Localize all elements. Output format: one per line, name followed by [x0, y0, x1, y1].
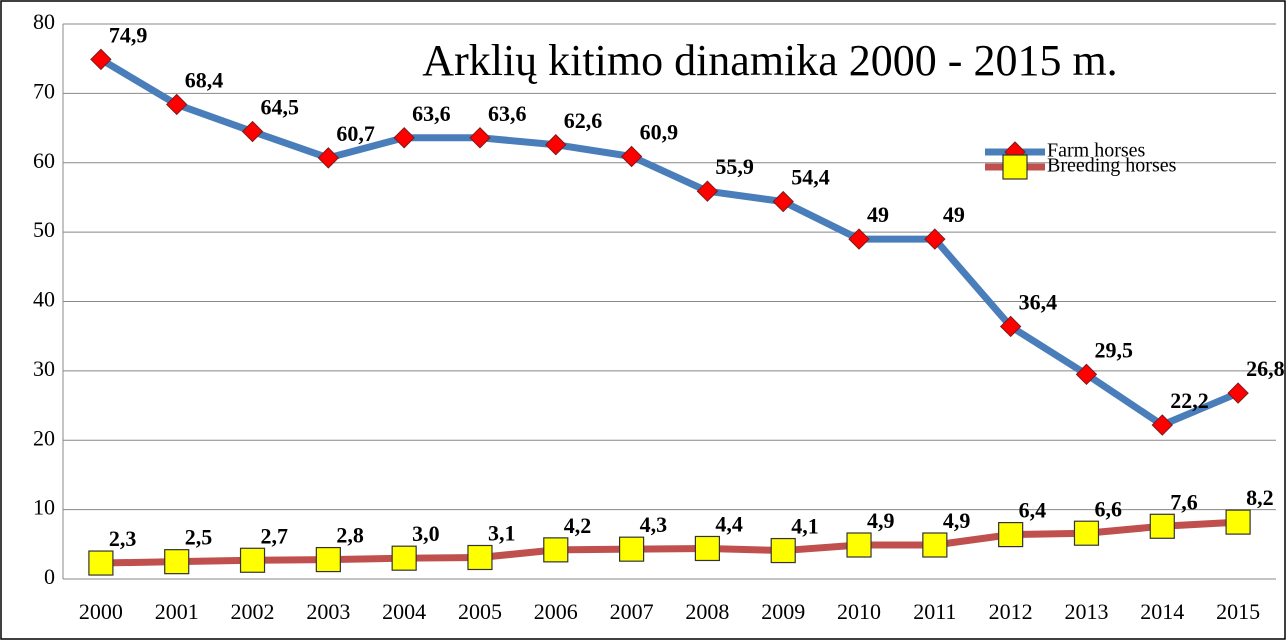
marker	[1073, 520, 1100, 546]
data-label: 36,4	[1019, 290, 1058, 315]
marker	[315, 546, 341, 573]
data-label: 68,4	[185, 68, 224, 93]
x-tick-label: 2013	[1064, 599, 1108, 624]
data-label: 26,8	[1246, 356, 1285, 381]
data-label: 4,9	[867, 508, 895, 533]
data-label: 6,6	[1094, 496, 1122, 521]
marker	[543, 537, 569, 563]
marker	[239, 547, 266, 573]
x-tick-label: 2008	[685, 599, 729, 624]
marker	[1227, 382, 1249, 404]
data-label: 49	[943, 202, 965, 227]
x-tick-label: 2010	[837, 599, 881, 624]
marker	[1225, 509, 1251, 535]
x-tick-label: 2003	[306, 599, 350, 624]
marker	[317, 147, 340, 169]
y-tick-label: 10	[33, 495, 55, 520]
marker	[1149, 513, 1175, 539]
data-label: 63,6	[488, 101, 527, 126]
data-label: 74,9	[109, 22, 148, 47]
chart-title: Arklių kitimo dinamika 2000 - 2015 m.	[422, 36, 1117, 85]
marker	[620, 145, 643, 168]
marker	[164, 549, 190, 575]
data-label: 60,7	[336, 121, 375, 146]
data-label: 22,2	[1170, 388, 1209, 413]
marker	[166, 93, 188, 116]
x-tick-label: 2005	[458, 599, 502, 624]
data-label: 2,5	[185, 525, 213, 550]
marker	[999, 315, 1022, 338]
marker	[770, 537, 796, 564]
x-tick-label: 2015	[1216, 599, 1260, 624]
data-label: 64,5	[261, 95, 300, 120]
marker	[924, 228, 946, 250]
marker	[545, 134, 567, 156]
x-tick-label: 2004	[382, 599, 426, 624]
y-tick-label: 30	[33, 356, 55, 381]
marker	[393, 127, 415, 149]
data-label: 2,3	[109, 526, 137, 551]
data-label: 54,4	[791, 165, 830, 190]
marker	[241, 120, 264, 143]
x-tick-label: 2011	[913, 599, 956, 624]
marker	[1151, 414, 1173, 436]
data-label: 4,4	[715, 512, 743, 537]
marker	[848, 228, 870, 250]
data-label: 62,6	[564, 108, 603, 133]
marker	[467, 544, 493, 571]
data-label: 4,3	[640, 512, 668, 537]
data-label: 63,6	[412, 101, 451, 126]
data-label: 4,2	[564, 513, 592, 538]
y-tick-label: 80	[33, 9, 55, 34]
y-tick-label: 0	[44, 564, 55, 589]
y-tick-label: 60	[33, 148, 55, 173]
data-label: 55,9	[715, 154, 754, 179]
data-label: 49	[867, 202, 889, 227]
marker	[998, 521, 1024, 548]
data-label: 4,9	[943, 508, 971, 533]
x-tick-label: 2000	[79, 599, 123, 624]
data-label: 6,4	[1019, 498, 1047, 523]
legend-marker	[1002, 154, 1028, 180]
marker	[391, 545, 417, 571]
data-label: 60,9	[640, 120, 679, 145]
data-label: 2,8	[336, 523, 364, 548]
legend-label: Breeding horses	[1047, 155, 1177, 177]
x-tick-label: 2009	[761, 599, 805, 624]
x-tick-label: 2014	[1140, 599, 1184, 624]
marker	[846, 532, 872, 558]
legend-label: Farm horses	[1047, 140, 1146, 162]
data-label: 8,2	[1246, 485, 1274, 510]
x-tick-label: 2007	[610, 599, 654, 624]
y-tick-label: 50	[33, 217, 55, 242]
marker	[696, 180, 719, 202]
series-line	[100, 518, 1239, 567]
data-label: 3,1	[488, 521, 516, 546]
data-label: 3,0	[412, 521, 440, 546]
series-line	[99, 56, 1240, 429]
data-label: 2,7	[261, 523, 289, 548]
data-label: 29,5	[1094, 337, 1133, 362]
x-tick-label: 2006	[534, 599, 578, 624]
marker	[772, 190, 794, 213]
marker	[618, 536, 645, 562]
x-tick-label: 2012	[989, 599, 1033, 624]
y-tick-label: 70	[33, 78, 55, 103]
marker	[469, 127, 491, 149]
marker	[88, 550, 114, 576]
x-tick-label: 2002	[231, 599, 275, 624]
marker	[922, 532, 948, 558]
marker	[694, 535, 721, 562]
x-tick-label: 2001	[155, 599, 199, 624]
marker	[90, 48, 112, 71]
y-tick-label: 20	[33, 425, 55, 450]
data-label: 7,6	[1170, 489, 1198, 514]
y-tick-label: 40	[33, 287, 55, 312]
marker	[1075, 363, 1098, 386]
data-label: 4,1	[791, 514, 819, 539]
